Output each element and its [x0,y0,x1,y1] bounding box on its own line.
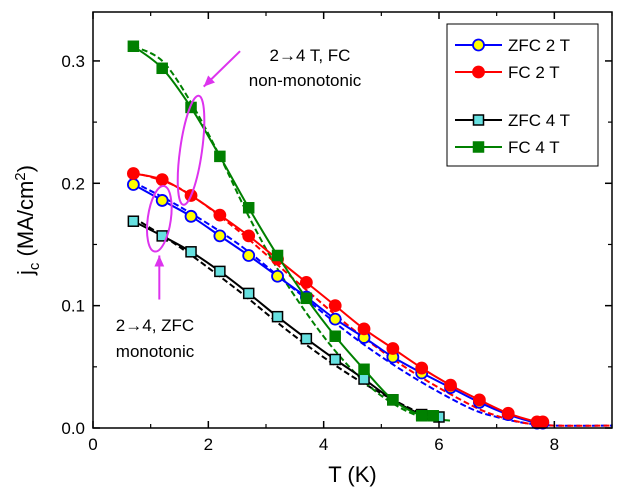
data-point [536,415,550,429]
data-point [328,299,342,313]
data-point [328,312,342,326]
data-point [155,173,169,187]
legend-marker [472,141,485,153]
series-line [133,172,544,424]
legend-marker [472,38,485,52]
data-point [271,249,284,262]
y-axis-label-unit: (MA/cm [13,181,38,263]
y-tick-label: 0.2 [61,174,85,193]
legend-box [446,23,599,167]
y-tick-label: 0.3 [61,52,85,71]
data-point [472,393,486,407]
data-point [242,249,256,262]
legend: ZFC 2 T FC 2 T ZFC 4 T FC 4 T [446,23,599,167]
plot-frame [92,11,613,429]
annotation-zfc-line1: 2→4, ZFC [116,316,194,335]
data-point [242,287,255,300]
series-line [132,183,544,425]
legend-label: ZFC 4 T [508,111,570,130]
arrow-head [154,255,165,267]
data-point [300,332,313,345]
annotations: 2→4 T, FC non-monotonic 2→4, ZFC monoton… [116,46,362,361]
highlight-ellipse [176,94,206,206]
annotation-fc-line1: 2→4 T, FC [270,46,351,65]
data-point [329,353,341,366]
data-point [329,330,341,342]
data-point [357,322,371,336]
legend-label: FC 2 T [508,63,560,82]
data-point [415,361,429,375]
x-tick-label: 8 [550,435,559,454]
data-point [127,40,140,53]
data-point [427,410,439,422]
data-point [501,406,515,420]
series-fc-4-t [127,40,439,422]
data-point [386,342,400,355]
data-point [126,178,140,191]
annotation-zfc-line2: monotonic [116,342,195,361]
data-point [213,208,227,222]
plot-area [126,40,613,430]
dashed-fit-line [132,45,451,422]
data-point [271,310,284,323]
dashed-fit-line [132,216,434,417]
legend-marker [472,114,485,126]
y-axis-label-close: ) [13,165,38,172]
data-point [242,229,256,243]
data-point [213,229,227,243]
data-point [299,275,313,289]
series-fc-2-t [126,167,550,429]
legend-label: FC 4 T [508,138,560,157]
x-tick-label: 2 [204,435,213,454]
data-point [358,373,370,385]
y-tick-label: 0.1 [61,297,85,316]
x-tick-label: 6 [434,435,443,454]
data-point [444,378,457,392]
x-tick-label: 4 [319,435,328,454]
legend-label: ZFC 2 T [508,36,570,55]
data-point [271,269,284,283]
y-axis-label-sup: 2 [12,172,29,180]
annotation-fc-line2: non-monotonic [249,71,362,90]
y-axis-label-base: j [13,270,38,276]
data-point [155,194,169,207]
data-point [214,150,226,163]
y-axis-label-sub: c [26,262,43,270]
arrow-head [203,75,215,87]
data-point [242,202,255,214]
data-point [185,246,197,258]
data-point [127,215,140,227]
y-tick-label: 0.0 [61,419,85,438]
x-tick-label: 0 [88,435,97,454]
data-point [126,167,140,180]
data-point [156,62,168,75]
data-point [358,363,370,376]
data-point [415,410,428,422]
data-point [214,265,226,278]
y-axis-label: jc (MA/cm2) [12,165,43,276]
highlight-ellipse [146,185,173,253]
legend-marker [472,65,485,79]
x-axis-label: T (K) [328,462,376,487]
data-point [184,209,198,223]
data-point [387,394,399,406]
data-point [300,292,313,305]
axis-ticks: 0 2 4 6 8 0.0 0.1 0.2 0.3 [61,12,613,454]
